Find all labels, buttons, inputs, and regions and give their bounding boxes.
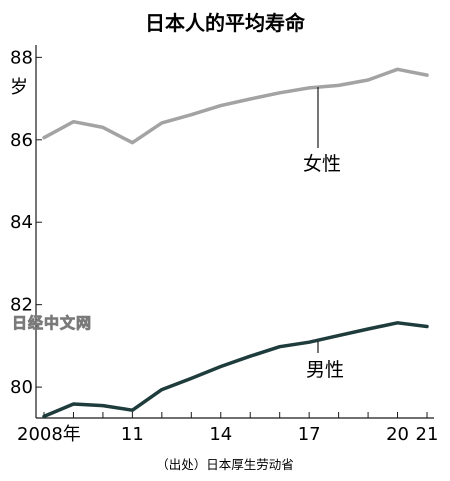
series-lines	[42, 67, 429, 419]
source-note: （出处）日本厚生劳动省	[156, 457, 294, 472]
watermark: 日经中文网	[12, 314, 92, 332]
y-tick-label: 80	[10, 377, 33, 398]
x-tick-label: 11	[121, 424, 144, 445]
x-tick-label: 17	[298, 424, 321, 445]
y-axis-unit: 岁	[10, 77, 28, 98]
y-tick-label: 82	[10, 295, 33, 316]
series-label-male: 男性	[306, 359, 344, 381]
series-line-female	[42, 67, 429, 145]
x-tick-label: 14	[209, 424, 232, 445]
y-tick-label: 86	[10, 130, 33, 151]
x-tick-label: 20	[386, 424, 409, 445]
series-line-male	[42, 321, 429, 419]
chart-title: 日本人的平均寿命	[145, 11, 306, 35]
axis-ticks: 80 82 84 86 88 2008年 11 14 17 20 21	[10, 47, 438, 445]
series-label-female: 女性	[303, 153, 341, 175]
y-tick-label: 84	[10, 212, 33, 233]
x-tick-label: 21	[416, 424, 439, 445]
x-tick-label: 2008年	[17, 424, 81, 445]
y-tick-label: 88	[10, 47, 33, 68]
